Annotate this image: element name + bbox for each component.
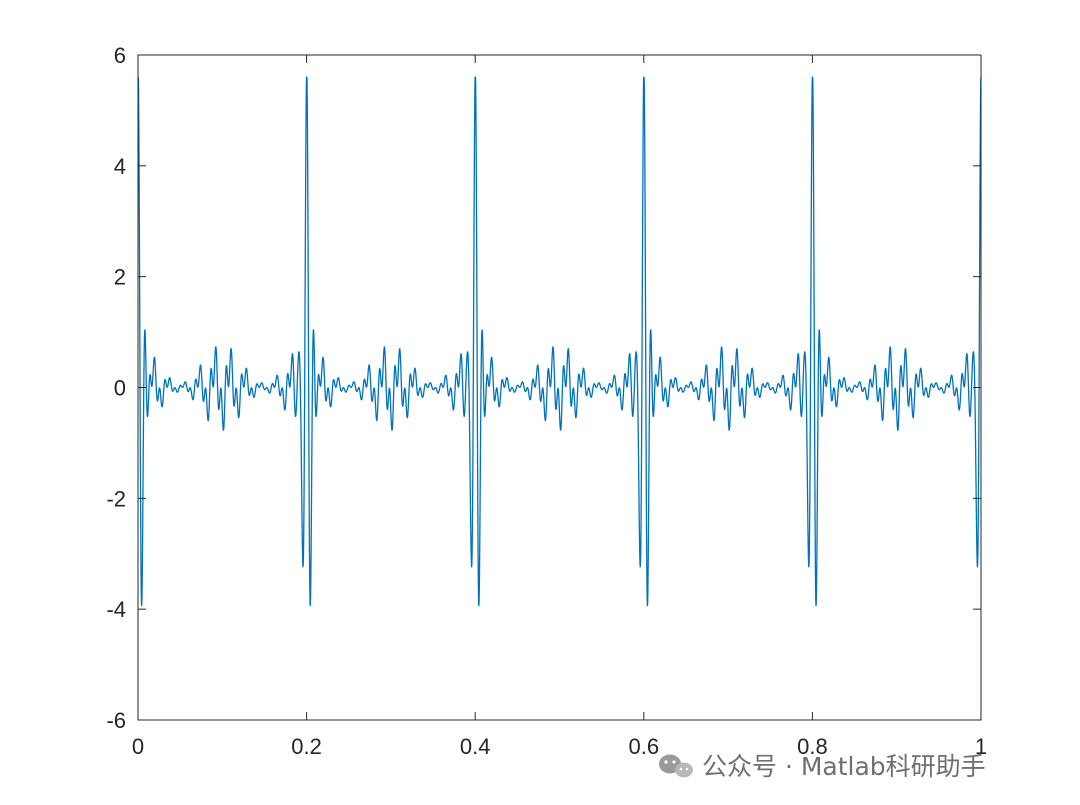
x-axis: 0 0.2 0.4 0.6 0.8 1 [132,55,987,759]
y-tick-label: 2 [114,265,126,290]
x-tick-label: 1 [975,734,987,759]
y-tick-label: -6 [106,708,126,733]
y-tick-label: -2 [106,486,126,511]
watermark-text: 公众号 · Matlab科研助手 [702,752,986,781]
x-tick-label: 0.6 [629,734,660,759]
y-tick-label: -4 [106,597,126,622]
wechat-icon [659,754,693,778]
plot-area: 0 0.2 0.4 0.6 0.8 1 -6 -4 -2 0 2 4 6 [106,43,987,759]
axes-background [138,55,981,720]
y-axis: -6 -4 -2 0 2 4 6 [106,43,981,733]
y-tick-label: 4 [114,154,126,179]
x-tick-label: 0.4 [460,734,491,759]
y-tick-label: 6 [114,43,126,68]
signal-line [137,76,982,607]
x-tick-label: 0.2 [291,734,322,759]
watermark: 公众号 · Matlab科研助手 [659,752,986,781]
x-tick-label: 0.8 [797,734,828,759]
x-tick-label: 0 [132,734,144,759]
y-tick-label: 0 [114,376,126,401]
